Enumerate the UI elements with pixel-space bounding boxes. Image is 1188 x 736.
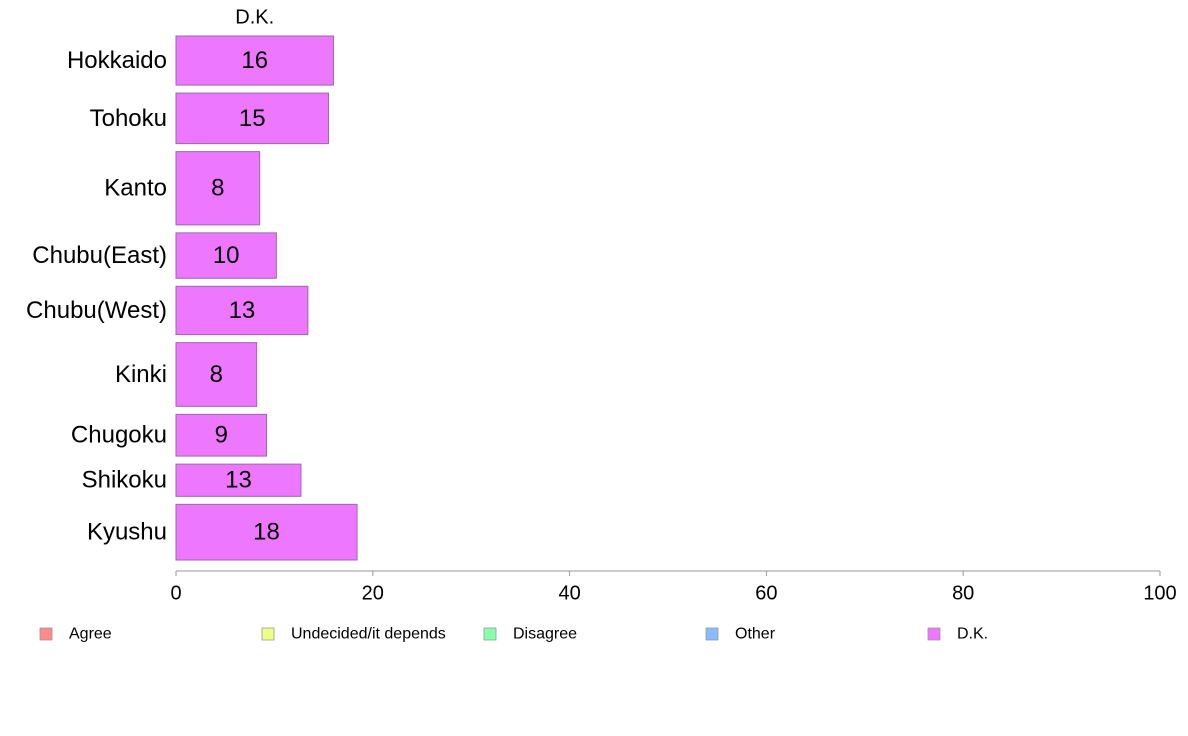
category-label: Chubu(East) (32, 242, 167, 269)
category-label: Tohoku (90, 105, 167, 132)
legend-swatch (483, 627, 497, 641)
bar-hokkaido (175, 35, 334, 86)
legend-swatch (927, 627, 941, 641)
x-axis: 0 20 40 60 80 100 (170, 570, 1177, 604)
bar-value-label: 13 (229, 297, 256, 324)
category-label: Kyushu (87, 519, 167, 546)
bar-value-label: 10 (213, 242, 240, 269)
x-tick-label: 60 (755, 582, 777, 604)
legend-label: Undecided/it depends (291, 626, 446, 643)
x-tick-label: 100 (1143, 582, 1176, 604)
bar-value-label: 8 (210, 361, 223, 388)
category-label: Chubu(West) (26, 297, 167, 324)
x-tick-label: 80 (952, 582, 974, 604)
bar-kyushu (175, 503, 358, 561)
legend-label: Disagree (513, 626, 577, 643)
bar-value-label: 13 (225, 467, 252, 494)
legend-swatch (705, 627, 719, 641)
legend-label: D.K. (957, 626, 988, 643)
legend-label: Other (735, 626, 776, 643)
category-label: Shikoku (82, 467, 167, 494)
bar-kinki (175, 342, 258, 407)
category-labels: Hokkaido Tohoku Kanto Chubu(East) Chubu(West… (26, 47, 167, 546)
x-tick-label: 40 (558, 582, 580, 604)
panel-title: D.K. (235, 6, 274, 28)
bar-chugoku (175, 413, 268, 457)
legend-label: Agree (69, 626, 112, 643)
category-label: Kinki (115, 361, 167, 388)
bar-value-label: 18 (253, 519, 280, 546)
category-label: Chugoku (71, 422, 167, 449)
bar-chubu-west (175, 285, 309, 336)
category-label: Kanto (104, 175, 167, 202)
bar-value-label: 8 (211, 175, 224, 202)
category-label: Hokkaido (67, 47, 167, 74)
x-tick-label: 0 (170, 582, 181, 604)
legend-swatch (39, 627, 53, 641)
bar-chubu-east (175, 232, 277, 279)
bar-value-label: 15 (239, 105, 266, 132)
legend-swatch (261, 627, 275, 641)
x-tick-label: 20 (362, 582, 384, 604)
bar-value-label: 9 (215, 422, 228, 449)
legend: Agree Undecided/it depends Disagree Other D.… (39, 626, 988, 643)
bar-tohoku (175, 92, 330, 145)
bar-kanto (175, 151, 261, 226)
bar-shikoku (175, 463, 302, 497)
bar-value-label: 16 (241, 47, 268, 74)
